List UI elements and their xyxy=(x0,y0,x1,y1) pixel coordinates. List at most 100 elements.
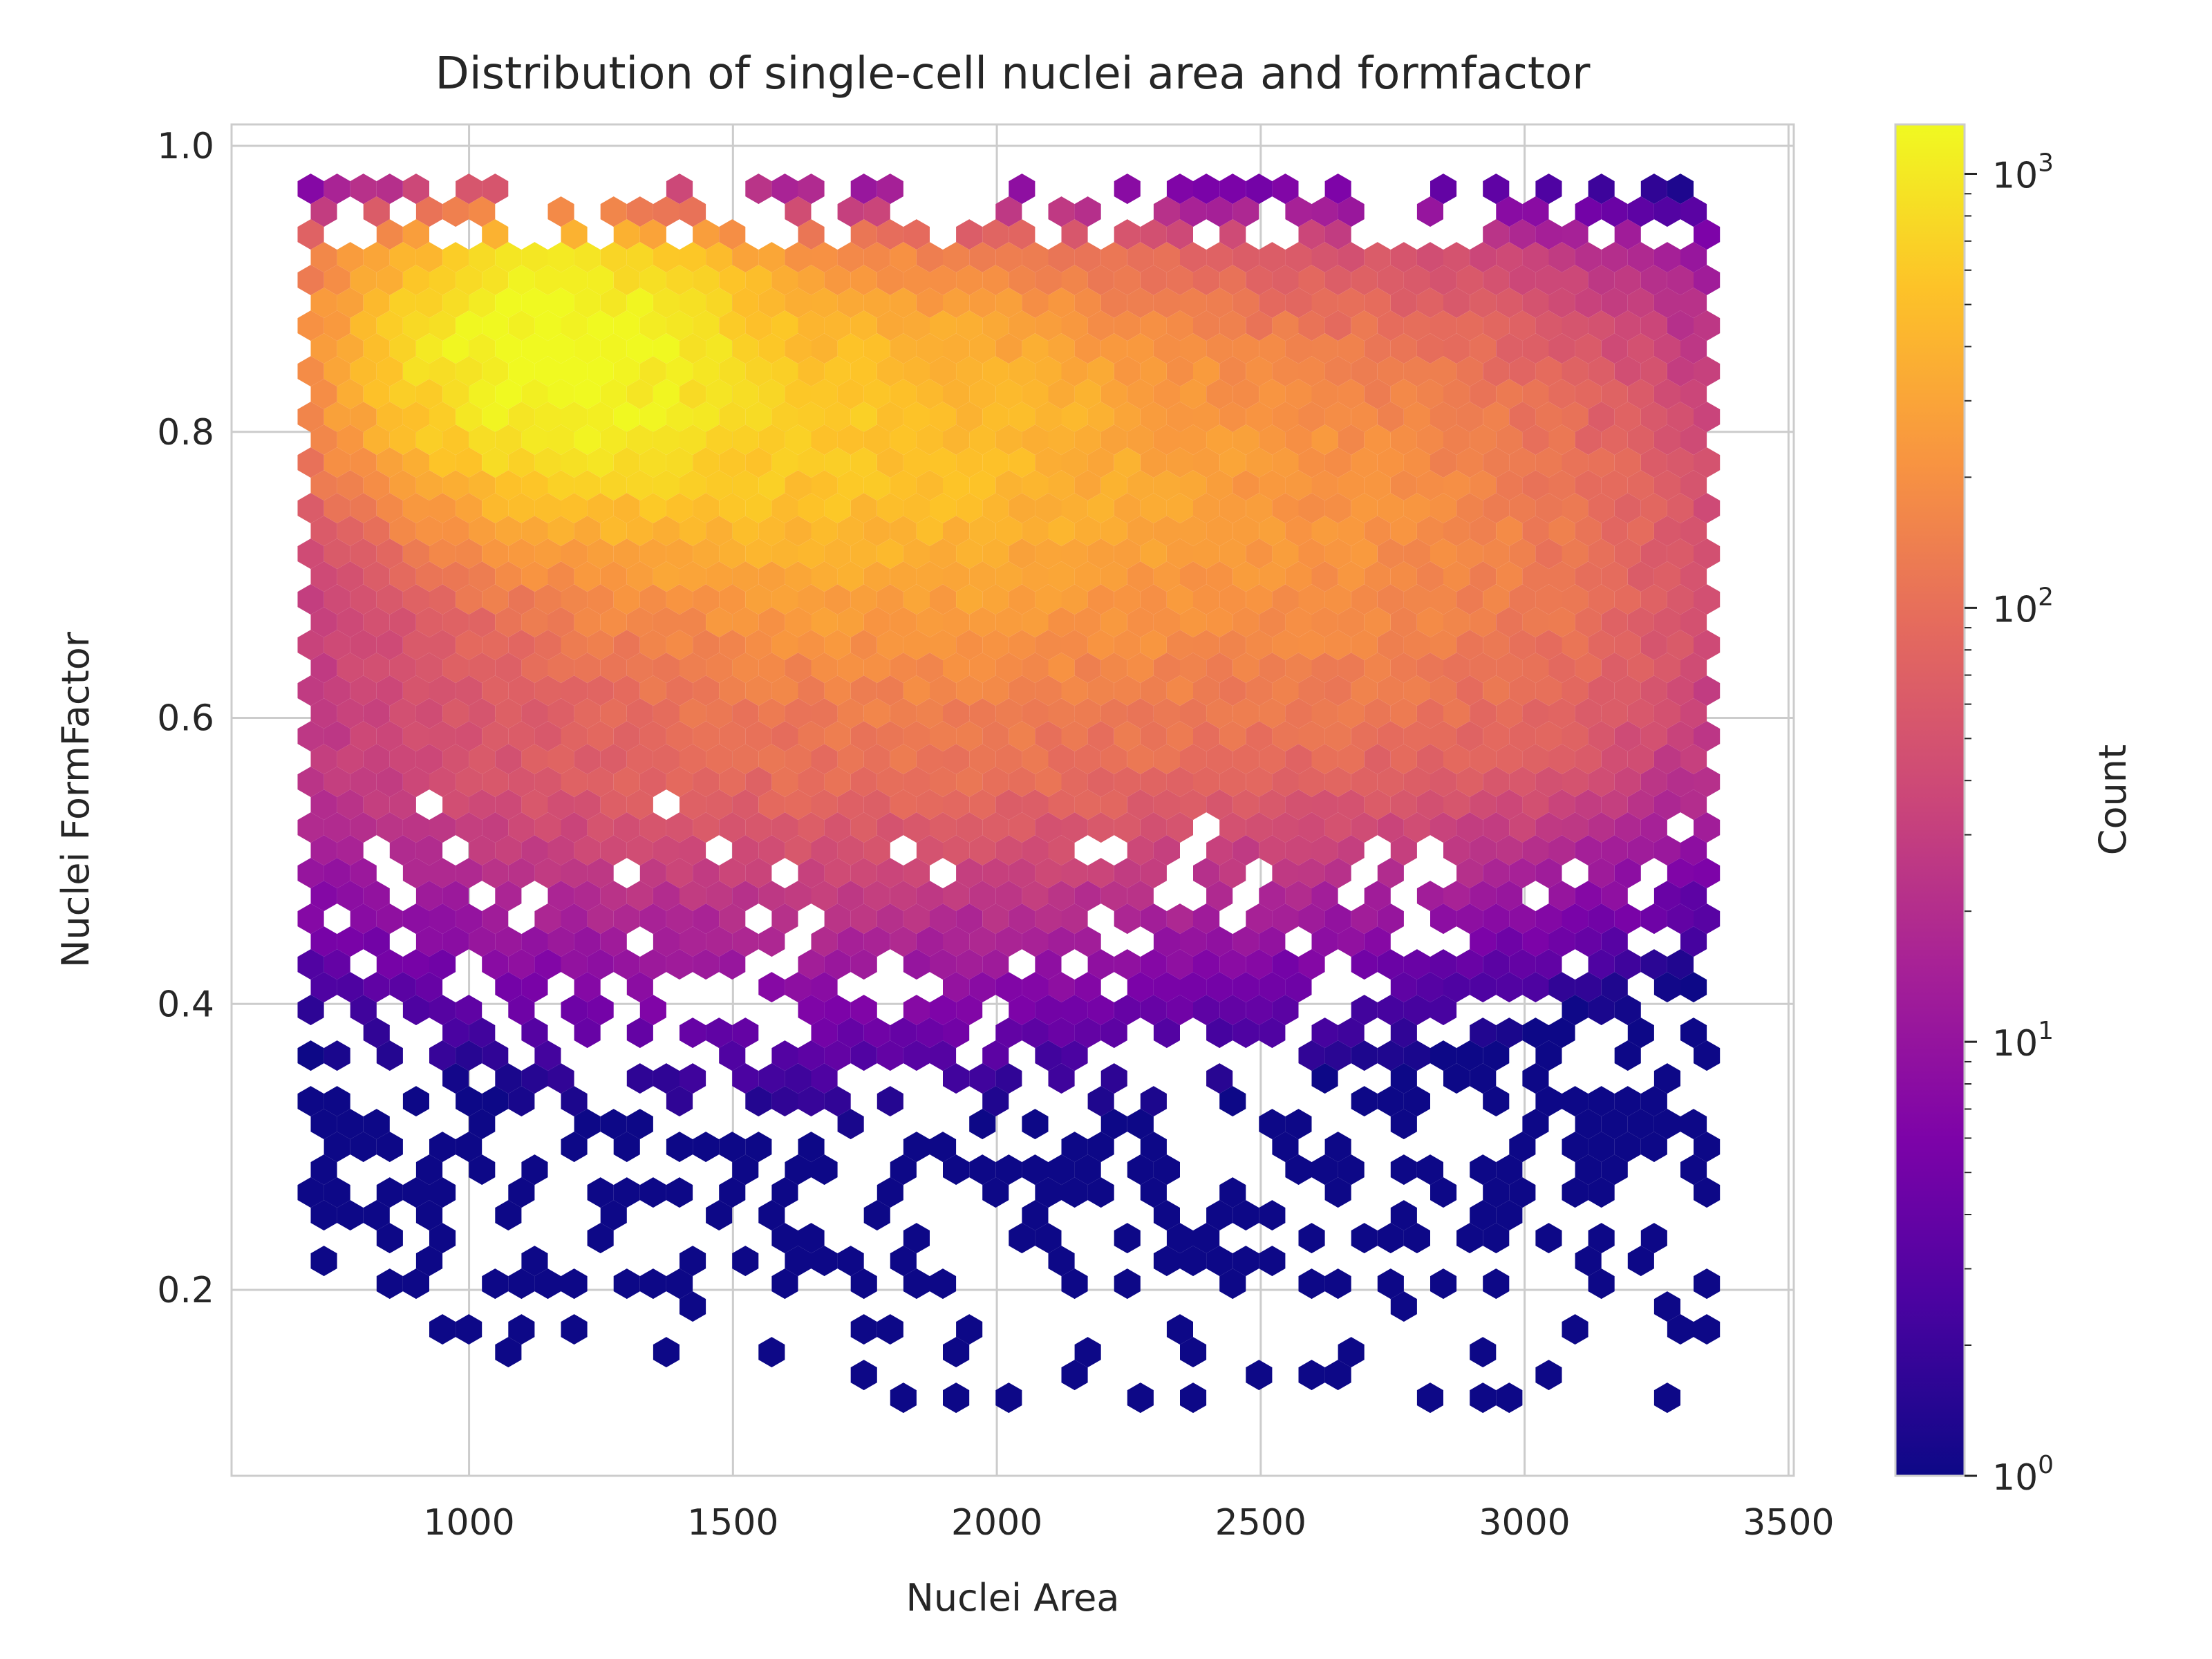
hex-cell xyxy=(1562,584,1588,615)
hex-cell xyxy=(324,310,350,341)
hex-cell xyxy=(1127,607,1154,638)
hex-cell xyxy=(600,744,627,775)
hex-cell xyxy=(863,196,890,227)
hex-cell xyxy=(482,356,509,387)
hex-cell xyxy=(969,653,996,684)
hex-cell xyxy=(547,424,574,456)
hex-cell xyxy=(350,493,377,524)
hex-cell xyxy=(376,493,403,524)
hex-cell xyxy=(1364,379,1391,410)
colorbar-gradient xyxy=(1894,123,1966,1477)
hex-cell xyxy=(1193,174,1220,205)
hex-cell xyxy=(482,767,509,798)
hex-cell xyxy=(495,516,522,547)
hex-cell xyxy=(837,1246,864,1277)
hex-cell xyxy=(930,903,957,935)
hex-cell xyxy=(639,538,666,570)
hex-cell xyxy=(1627,1246,1654,1277)
hex-cell xyxy=(1548,653,1575,684)
hex-cell xyxy=(1048,1018,1075,1049)
hex-cell xyxy=(402,949,429,980)
hex-cell xyxy=(1680,424,1707,456)
hex-cell xyxy=(1259,607,1286,638)
hex-cell xyxy=(1443,744,1470,775)
hex-cell xyxy=(719,903,746,935)
hex-cell xyxy=(1166,265,1193,296)
hex-cell xyxy=(719,219,746,250)
hex-cell xyxy=(719,949,746,980)
hex-cell xyxy=(1035,995,1062,1026)
hex-cell xyxy=(1653,379,1680,410)
hex-cell xyxy=(337,744,364,775)
hex-cell xyxy=(1311,1154,1338,1185)
hex-cell xyxy=(1206,835,1233,866)
hex-cell xyxy=(1338,653,1365,684)
hex-cell xyxy=(1140,310,1167,341)
hex-cell xyxy=(495,607,522,638)
hex-cell xyxy=(1562,1086,1588,1117)
hex-cell xyxy=(653,1063,679,1094)
hex-cell xyxy=(1100,698,1127,729)
hex-cell xyxy=(442,744,469,775)
hex-cell xyxy=(297,903,324,935)
hex-cell xyxy=(1535,812,1562,843)
hex-cell xyxy=(1614,903,1641,935)
hex-cell xyxy=(1272,356,1299,387)
hex-cell xyxy=(1694,356,1721,387)
hex-cell xyxy=(1285,561,1312,592)
hex-cell xyxy=(376,402,403,433)
hex-cell xyxy=(324,858,350,889)
hex-cell xyxy=(534,675,561,706)
hex-cell xyxy=(1074,789,1101,821)
hex-cell xyxy=(363,561,390,592)
hex-cell xyxy=(1403,949,1430,980)
hex-cell xyxy=(1694,675,1721,706)
hex-cell xyxy=(1575,835,1602,866)
hex-cell xyxy=(890,607,917,638)
hex-cell xyxy=(890,424,917,456)
chart-title: Distribution of single-cell nuclei area … xyxy=(435,48,1591,100)
hex-cell xyxy=(1351,265,1378,296)
hex-cell xyxy=(1575,288,1602,319)
hex-cell xyxy=(1180,561,1207,592)
hex-cell xyxy=(561,812,588,843)
hex-cell xyxy=(1601,698,1628,729)
hex-cell xyxy=(1193,402,1220,433)
hex-cell xyxy=(456,584,482,615)
hex-cell xyxy=(969,881,996,912)
hex-cell xyxy=(666,356,693,387)
hex-cell xyxy=(429,903,456,935)
hex-cell xyxy=(956,447,983,478)
hex-cell xyxy=(639,493,666,524)
hex-cell xyxy=(837,744,864,775)
hex-cell xyxy=(1588,538,1615,570)
hex-cell xyxy=(1272,1132,1299,1163)
hex-cell xyxy=(850,219,877,250)
hex-cell xyxy=(1377,1223,1404,1254)
hex-cell xyxy=(1548,972,1575,1003)
hex-cell xyxy=(1100,607,1127,638)
hex-cell xyxy=(653,470,679,501)
hex-cell xyxy=(1470,470,1497,501)
hex-cell xyxy=(1166,219,1193,250)
hex-cell xyxy=(534,1268,561,1300)
hex-cell xyxy=(1048,653,1075,684)
hex-cell xyxy=(534,310,561,341)
hex-cell xyxy=(1377,356,1404,387)
hex-cell xyxy=(1509,675,1536,706)
hex-cell xyxy=(798,356,825,387)
hex-cell xyxy=(903,903,930,935)
hex-cell xyxy=(363,653,390,684)
hex-cell xyxy=(824,949,851,980)
hex-cell xyxy=(1206,516,1233,547)
hex-cell xyxy=(811,516,838,547)
hex-cell xyxy=(732,1154,759,1185)
hex-cell xyxy=(442,424,469,456)
hex-cell xyxy=(574,653,601,684)
hex-cell xyxy=(1483,1223,1510,1254)
hex-cell xyxy=(1206,789,1233,821)
hex-cell xyxy=(1180,744,1207,775)
hex-cell xyxy=(1259,1200,1286,1231)
hex-cell xyxy=(1680,744,1707,775)
